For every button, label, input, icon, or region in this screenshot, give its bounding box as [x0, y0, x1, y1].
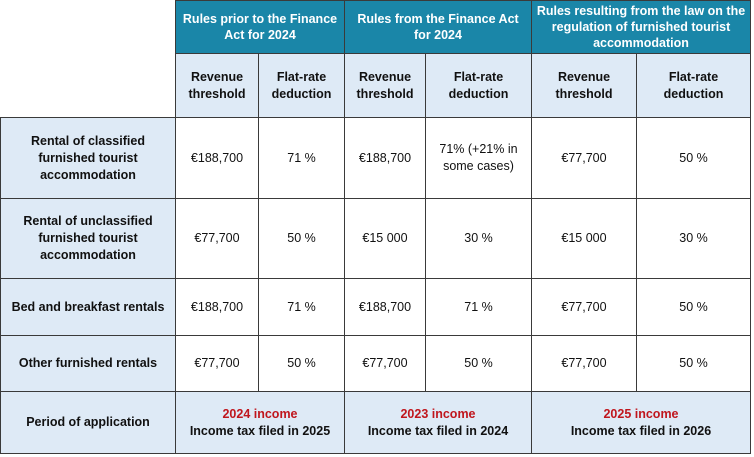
tax-filed: Income tax filed in 2026 — [570, 423, 712, 438]
group-header-row: Rules prior to the Finance Act for 2024 … — [0, 0, 751, 54]
period-cell-finance-act: 2023 income Income tax filed in 2024 — [344, 391, 532, 454]
row-label: Rental of classified furnished tourist a… — [0, 117, 176, 199]
sub-header-threshold: Revenue threshold — [175, 53, 259, 118]
table-cell: 50 % — [636, 117, 751, 199]
table-cell: €77,700 — [531, 117, 637, 199]
sub-header-row: Revenue threshold Flat-rate deduction Re… — [0, 53, 751, 118]
table-cell: €188,700 — [344, 117, 426, 199]
table-row: Rental of classified furnished tourist a… — [0, 117, 751, 199]
table-cell: €188,700 — [175, 117, 259, 199]
table-cell: 50 % — [425, 335, 532, 392]
period-row: Period of application 2024 income Income… — [0, 391, 751, 454]
sub-header-deduction: Flat-rate deduction — [636, 53, 751, 118]
income-year: 2025 income — [603, 406, 679, 421]
table-cell: 50 % — [636, 278, 751, 336]
group-header-new-law: Rules resulting from the law on the regu… — [531, 0, 751, 54]
sub-header-threshold: Revenue threshold — [531, 53, 637, 118]
group-header-finance-act: Rules from the Finance Act for 2024 — [344, 0, 532, 54]
table-cell: €77,700 — [175, 335, 259, 392]
row-label: Bed and breakfast rentals — [0, 278, 176, 336]
sub-header-deduction: Flat-rate deduction — [425, 53, 532, 118]
table-cell: 71% (+21% in some cases) — [425, 117, 532, 199]
table-cell: €77,700 — [531, 335, 637, 392]
table-cell: €15 000 — [531, 198, 637, 279]
table-cell: €77,700 — [175, 198, 259, 279]
table-cell: €188,700 — [175, 278, 259, 336]
table-cell: €15 000 — [344, 198, 426, 279]
income-year: 2023 income — [400, 406, 476, 421]
group-header-prior: Rules prior to the Finance Act for 2024 — [175, 0, 345, 54]
period-cell-new-law: 2025 income Income tax filed in 2026 — [531, 391, 751, 454]
sub-header-threshold: Revenue threshold — [344, 53, 426, 118]
table-cell: 71 % — [425, 278, 532, 336]
row-label: Other furnished rentals — [0, 335, 176, 392]
period-label: Period of application — [0, 391, 176, 454]
period-cell-prior: 2024 income Income tax filed in 2025 — [175, 391, 345, 454]
table-cell: €188,700 — [344, 278, 426, 336]
table-row: Rental of unclassified furnished tourist… — [0, 198, 751, 279]
table-cell: 50 % — [636, 335, 751, 392]
income-year: 2024 income — [222, 406, 298, 421]
corner-blank — [0, 0, 176, 54]
table-cell: 71 % — [258, 117, 345, 199]
table-cell: 50 % — [258, 335, 345, 392]
table-row: Other furnished rentals €77,700 50 % €77… — [0, 335, 751, 392]
table-cell: 30 % — [636, 198, 751, 279]
tax-filed: Income tax filed in 2024 — [367, 423, 509, 438]
sub-header-deduction: Flat-rate deduction — [258, 53, 345, 118]
table-row: Bed and breakfast rentals €188,700 71 % … — [0, 278, 751, 336]
table-cell: 71 % — [258, 278, 345, 336]
table-cell: €77,700 — [531, 278, 637, 336]
table-cell: 50 % — [258, 198, 345, 279]
table-cell: €77,700 — [344, 335, 426, 392]
corner-blank-2 — [0, 53, 176, 118]
row-label: Rental of unclassified furnished tourist… — [0, 198, 176, 279]
tax-filed: Income tax filed in 2025 — [189, 423, 331, 438]
table-cell: 30 % — [425, 198, 532, 279]
